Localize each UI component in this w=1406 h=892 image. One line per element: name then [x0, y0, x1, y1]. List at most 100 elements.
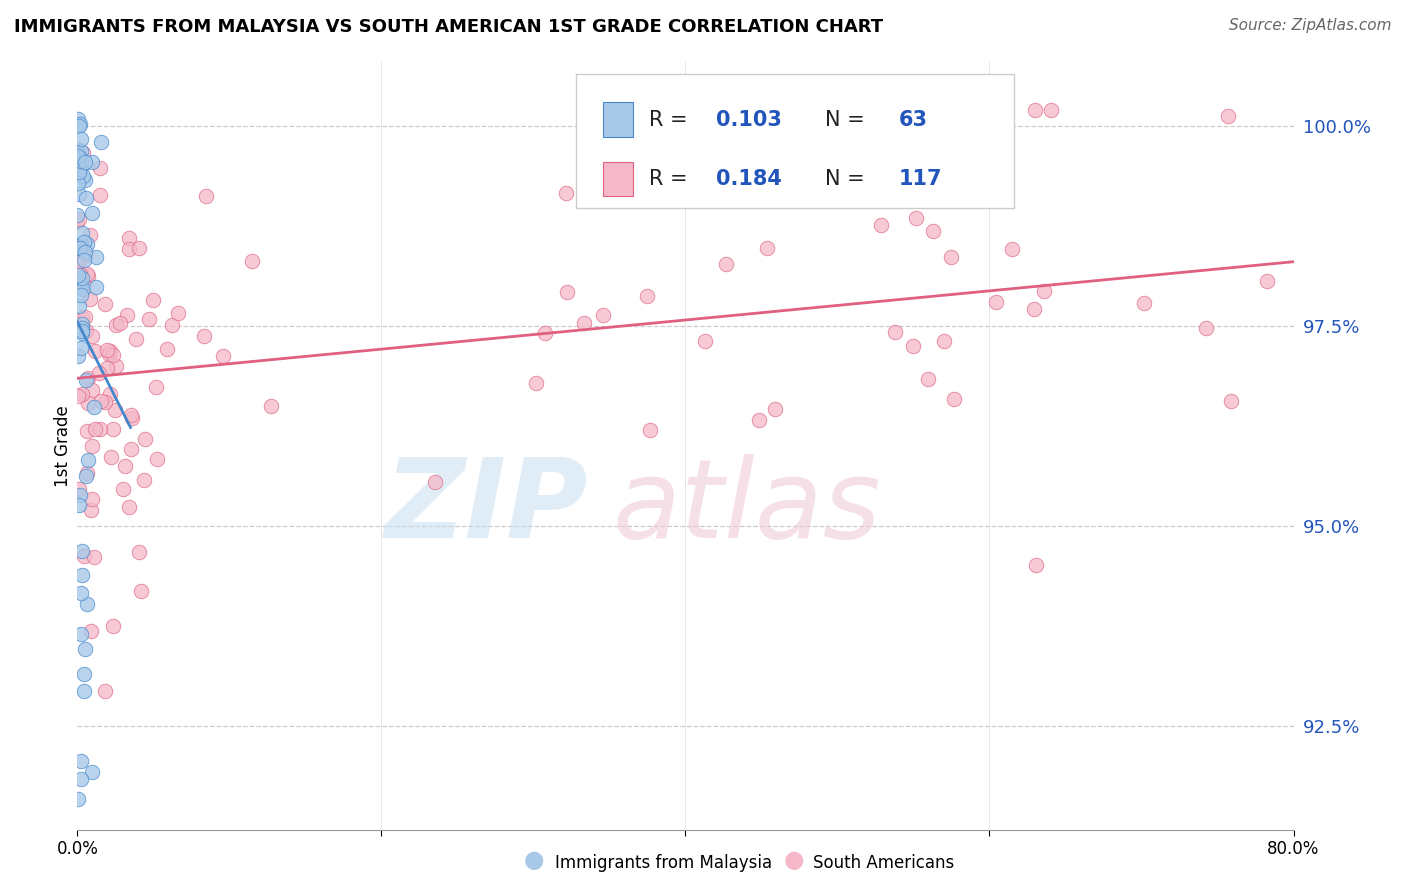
Point — [195, 189, 218, 203]
Point — [67, 164, 90, 178]
Text: R =: R = — [650, 110, 695, 129]
Point — [66, 142, 89, 156]
Point — [917, 372, 939, 386]
Point — [76, 268, 98, 282]
Point — [211, 349, 233, 363]
Point — [1133, 295, 1156, 310]
Point — [524, 376, 547, 390]
Point — [84, 343, 107, 358]
Point — [72, 169, 94, 184]
Point — [70, 321, 93, 335]
Point — [69, 151, 91, 165]
Point — [1032, 284, 1054, 298]
Point — [555, 285, 578, 300]
Point — [115, 308, 138, 322]
Point — [66, 208, 89, 222]
Point — [1219, 393, 1241, 408]
Point — [89, 161, 111, 175]
Point — [75, 469, 97, 483]
Point — [67, 299, 90, 313]
Point — [83, 549, 105, 564]
Point — [96, 343, 118, 358]
Point — [79, 292, 101, 306]
Point — [572, 316, 595, 330]
Point — [70, 772, 93, 786]
Point — [69, 754, 91, 768]
Point — [98, 344, 121, 359]
Point — [160, 318, 183, 333]
Point — [80, 205, 103, 219]
Point — [80, 624, 103, 638]
Point — [101, 348, 124, 362]
Point — [67, 498, 90, 512]
Point — [90, 394, 112, 409]
Text: 117: 117 — [898, 169, 942, 189]
Point — [82, 383, 104, 397]
Point — [763, 401, 786, 416]
Text: ●: ● — [524, 848, 544, 872]
Point — [124, 332, 146, 346]
Point — [636, 289, 658, 303]
Point — [1256, 274, 1278, 288]
Point — [69, 118, 91, 132]
Point — [80, 328, 103, 343]
Point — [90, 135, 112, 149]
Point — [80, 492, 103, 507]
Point — [534, 326, 557, 340]
Point — [934, 334, 956, 349]
Point — [70, 160, 93, 174]
Point — [75, 373, 97, 387]
Point — [70, 386, 93, 401]
Point — [142, 293, 165, 308]
Point — [93, 395, 115, 409]
Point — [70, 627, 93, 641]
Point — [80, 764, 103, 779]
Point — [84, 280, 107, 294]
FancyBboxPatch shape — [576, 74, 1014, 208]
Point — [84, 250, 107, 264]
Point — [240, 254, 263, 268]
Point — [80, 503, 103, 517]
Point — [76, 424, 98, 438]
Point — [70, 568, 93, 582]
Point — [80, 155, 103, 169]
Text: N =: N = — [825, 169, 872, 189]
Text: R =: R = — [650, 169, 695, 189]
Point — [555, 186, 578, 201]
Point — [114, 458, 136, 473]
Text: IMMIGRANTS FROM MALAYSIA VS SOUTH AMERICAN 1ST GRADE CORRELATION CHART: IMMIGRANTS FROM MALAYSIA VS SOUTH AMERIC… — [14, 18, 883, 36]
Point — [67, 176, 90, 190]
Point — [69, 268, 91, 282]
Point — [100, 450, 122, 464]
Point — [69, 288, 91, 302]
Point — [1024, 103, 1046, 118]
Point — [901, 339, 924, 353]
Point — [73, 310, 96, 324]
Point — [69, 276, 91, 290]
Point — [1039, 103, 1062, 118]
Point — [70, 154, 93, 169]
Point — [96, 361, 118, 376]
Point — [69, 238, 91, 252]
Point — [67, 119, 90, 133]
Point — [120, 442, 142, 456]
Point — [66, 268, 89, 282]
Point — [101, 422, 124, 436]
Point — [193, 328, 215, 343]
Point — [69, 132, 91, 146]
Point — [66, 149, 89, 163]
Point — [112, 483, 135, 497]
Point — [76, 237, 98, 252]
Point — [70, 226, 93, 240]
Point — [73, 247, 96, 261]
Text: 63: 63 — [898, 110, 928, 129]
Point — [638, 423, 661, 437]
Point — [69, 280, 91, 294]
Point — [76, 597, 98, 611]
Text: Immigrants from Malaysia: Immigrants from Malaysia — [555, 855, 772, 872]
Point — [83, 401, 105, 415]
Point — [905, 211, 928, 226]
Point — [714, 257, 737, 271]
FancyBboxPatch shape — [603, 103, 633, 137]
Point — [66, 215, 89, 229]
